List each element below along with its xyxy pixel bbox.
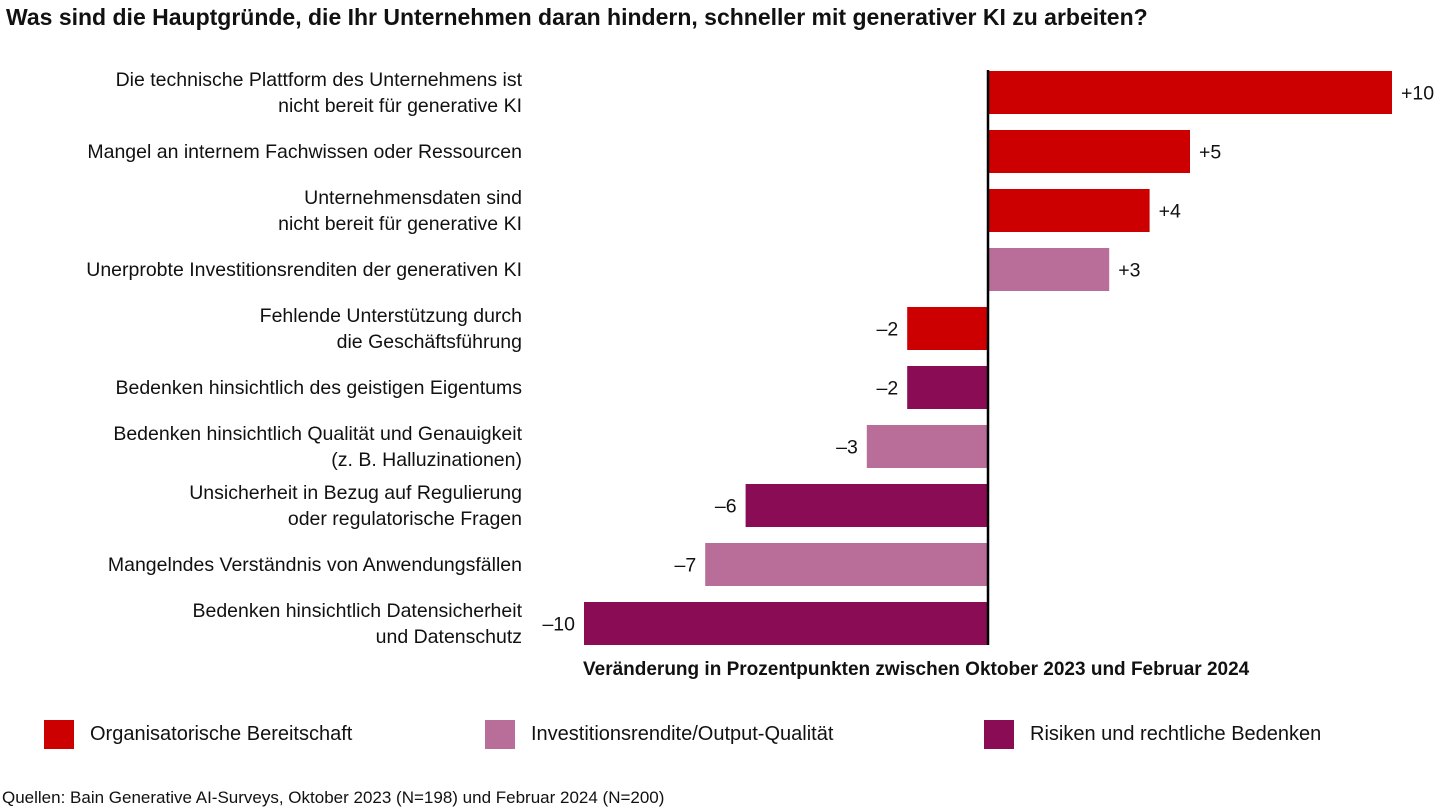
category-label: Bedenken hinsichtlich des geistigen Eige… [2, 375, 522, 401]
legend-swatch [984, 720, 1014, 749]
value-label: +3 [1118, 260, 1140, 282]
legend-item-organisatorisch: Organisatorische Bereitschaft [44, 720, 352, 749]
value-label: –10 [542, 614, 575, 636]
category-label-line: die Geschäftsführung [336, 330, 522, 353]
category-label: Unsicherheit in Bezug auf Regulierung ode… [2, 480, 522, 532]
legend-label: Risiken und rechtliche Bedenken [1030, 723, 1322, 745]
value-label: –2 [876, 319, 898, 341]
bar [907, 366, 988, 409]
value-label: –2 [876, 378, 898, 400]
legend-swatch [44, 720, 74, 749]
chart-title: Was sind die Hauptgründe, die Ihr Untern… [6, 4, 1148, 30]
category-label-line: nicht bereit für generative KI [278, 94, 522, 117]
bar [988, 130, 1190, 173]
x-axis-label: Veränderung in Prozentpunkten zwischen O… [583, 659, 1250, 680]
value-label: +5 [1199, 142, 1221, 164]
bar [988, 189, 1150, 232]
bar [988, 248, 1110, 291]
legend-label: Investitionsrendite/Output-Qualität [531, 723, 834, 745]
category-label: Fehlende Unterstützung durch die Geschäft… [2, 303, 522, 355]
category-label-line: oder regulatorische Fragen [287, 507, 522, 530]
category-label-line: Bedenken hinsichtlich Datensicherheit [192, 599, 522, 622]
bar [988, 71, 1392, 114]
category-label: Unerprobte Investitionsrenditen der gene… [2, 257, 522, 283]
category-label: Mangel an internem Fachwissen oder Resso… [2, 139, 522, 165]
category-label-line: und Datenschutz [375, 625, 522, 648]
category-label-line: Unerprobte Investitionsrenditen der gene… [86, 258, 522, 281]
legend-item-investition: Investitionsrendite/Output-Qualität [485, 720, 833, 749]
value-label: +10 [1401, 83, 1434, 105]
category-label-line: Bedenken hinsichtlich Qualität und Genau… [113, 422, 522, 445]
category-label-line: Fehlende Unterstützung durch [259, 304, 522, 327]
category-label: Bedenken hinsichtlich Datensicherheit und… [2, 598, 522, 650]
legend-label: Organisatorische Bereitschaft [90, 723, 353, 745]
bar [745, 484, 988, 527]
category-label-line: Mangelndes Verständnis von Anwendungsfäl… [107, 553, 522, 576]
category-label-line: Unsicherheit in Bezug auf Regulierung [189, 481, 522, 504]
bar [907, 307, 988, 350]
bar-chart: +10 +5 +4 +3 –2 –2 –3 –6 –7 –10 [542, 70, 1434, 645]
category-label-line: Mangel an internem Fachwissen oder Resso… [87, 140, 522, 163]
value-label: –6 [715, 496, 737, 518]
bar [705, 543, 988, 586]
category-label: Mangelndes Verständnis von Anwendungsfäl… [2, 552, 522, 578]
category-label: Bedenken hinsichtlich Qualität und Genau… [2, 421, 522, 473]
bar [866, 425, 988, 468]
category-label: Unternehmensdaten sind nicht bereit für g… [2, 185, 522, 237]
category-label-line: nicht bereit für generative KI [278, 212, 522, 235]
category-label-line: Unternehmensdaten sind [304, 186, 522, 209]
category-label: Die technische Plattform des Unternehmen… [2, 67, 522, 119]
value-label: –7 [674, 555, 696, 577]
bar [584, 602, 988, 645]
value-label: –3 [836, 437, 858, 459]
category-label-line: Die technische Plattform des Unternehmen… [115, 68, 522, 91]
category-label-line: Bedenken hinsichtlich des geistigen Eige… [115, 376, 522, 399]
legend-item-risiken: Risiken und rechtliche Bedenken [984, 720, 1321, 749]
legend-swatch [485, 720, 515, 749]
value-label: +4 [1159, 201, 1181, 223]
category-label-line: (z. B. Halluzinationen) [331, 448, 522, 471]
source-note: Quellen: Bain Generative AI-Surveys, Okt… [2, 788, 665, 807]
